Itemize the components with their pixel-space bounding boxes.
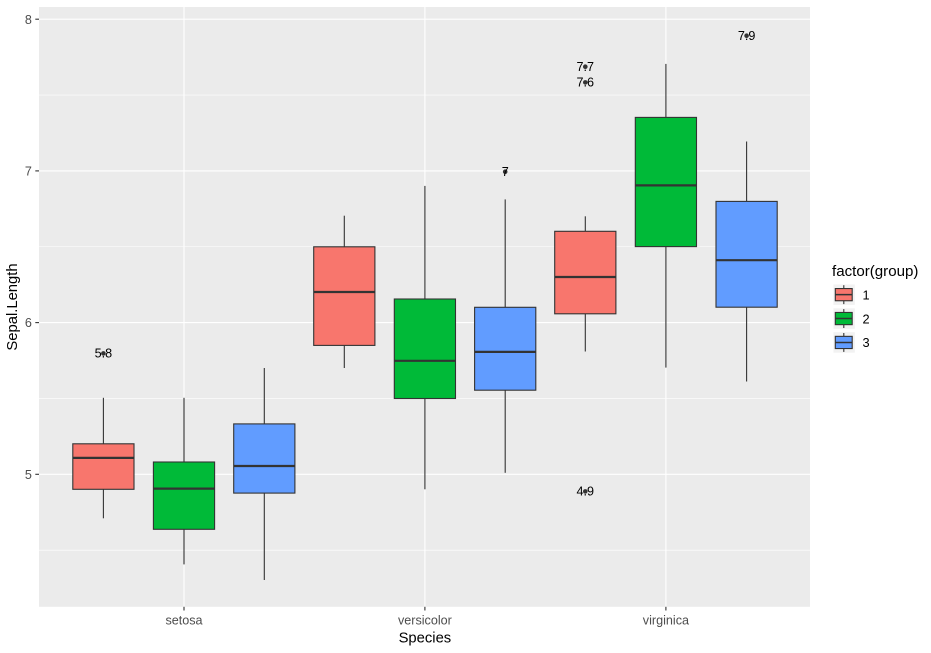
- svg-text:3: 3: [863, 335, 870, 350]
- svg-text:4.9: 4.9: [577, 485, 595, 499]
- svg-text:setosa: setosa: [165, 614, 202, 628]
- svg-text:1: 1: [863, 287, 870, 302]
- svg-text:versicolor: versicolor: [398, 614, 452, 628]
- svg-text:7.6: 7.6: [577, 76, 595, 90]
- svg-text:8: 8: [25, 13, 32, 27]
- svg-text:7: 7: [502, 165, 509, 179]
- svg-text:6: 6: [25, 316, 32, 330]
- svg-text:7.7: 7.7: [577, 60, 595, 74]
- svg-text:7.9: 7.9: [738, 29, 756, 43]
- svg-text:Species: Species: [399, 630, 452, 646]
- svg-text:2: 2: [863, 311, 870, 326]
- svg-text:virginica: virginica: [643, 614, 689, 628]
- svg-text:Sepal.Length: Sepal.Length: [5, 263, 21, 350]
- svg-text:5: 5: [25, 468, 32, 482]
- svg-text:7: 7: [25, 165, 32, 179]
- svg-text:5.8: 5.8: [95, 347, 113, 361]
- svg-text:factor(group): factor(group): [832, 263, 918, 280]
